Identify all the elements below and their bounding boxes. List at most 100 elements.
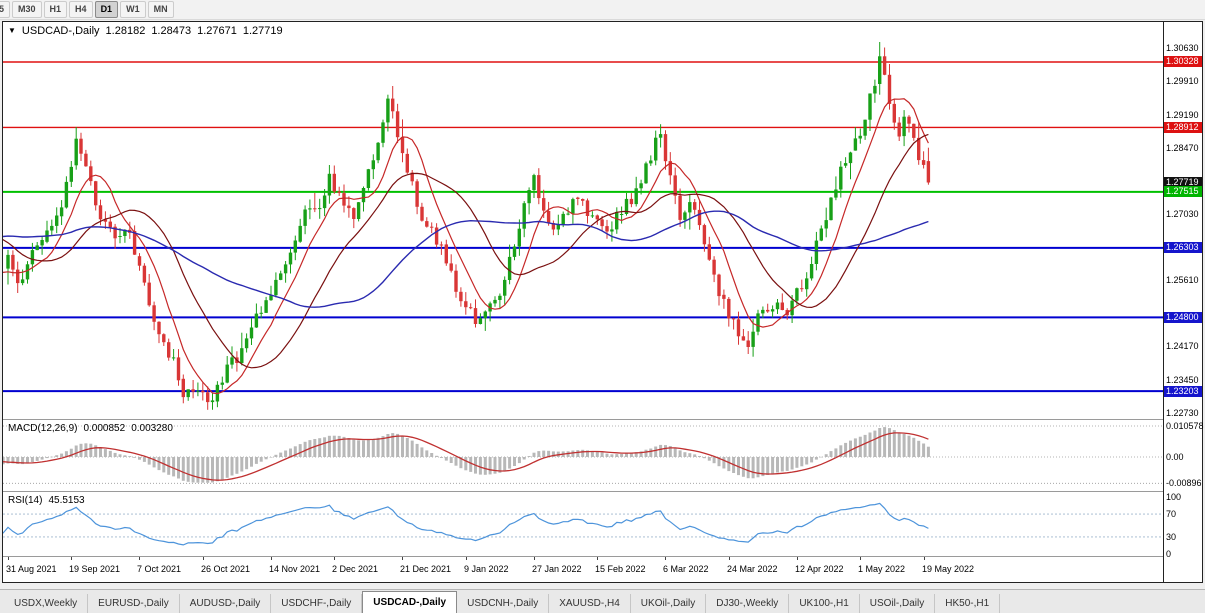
chart-tab-audusd-daily[interactable]: AUDUSD-,Daily: [180, 594, 272, 613]
date-axis-label: 9 Jan 2022: [464, 564, 509, 574]
chart-dropdown-icon: ▼: [8, 26, 16, 35]
chart-tab-usdx-weekly[interactable]: USDX,Weekly: [4, 594, 89, 613]
chart-tab-usdchf-daily[interactable]: USDCHF-,Daily: [271, 594, 363, 613]
rsi-axis-label: 0: [1166, 549, 1172, 559]
price-level-badge: 1.24800: [1164, 312, 1202, 323]
date-axis-label: 15 Feb 2022: [595, 564, 646, 574]
rsi-title: RSI(14) 45.5153: [8, 495, 85, 506]
macd-canvas[interactable]: [3, 420, 1163, 491]
price-axis-label: 1.27030: [1166, 209, 1199, 219]
chart-tab-usoil-daily[interactable]: USOil-,Daily: [860, 594, 936, 613]
timeframe-button-mn[interactable]: MN: [147, 1, 174, 18]
timeframe-button-5[interactable]: 5: [0, 1, 11, 18]
price-level-badge: 1.28912: [1164, 122, 1202, 133]
chart-symbol-label: USDCAD-,Daily: [21, 25, 100, 37]
price-axis-label: 1.22730: [1166, 408, 1199, 418]
date-axis-label: 14 Nov 2021: [269, 564, 321, 574]
date-tick: [271, 557, 272, 560]
macd-axis-label: 0.00: [1166, 452, 1184, 462]
macd-signal-line: [3, 432, 929, 481]
date-tick: [71, 557, 72, 560]
date-axis[interactable]: 31 Aug 2021 19 Sep 2021 7 Oct 2021 26 Oct 2…: [3, 557, 1163, 581]
date-tick: [466, 557, 467, 560]
date-tick: [860, 557, 861, 560]
chart-tab-usdcnh-daily[interactable]: USDCNH-,Daily: [457, 594, 550, 613]
date-tick: [597, 557, 598, 560]
date-tick: [729, 557, 730, 560]
chart-panes: ▼ USDCAD-,Daily 1.28182 1.28473 1.27671 …: [3, 22, 1163, 582]
date-axis-label: 2 Dec 2021: [332, 564, 379, 574]
ohlc-close: 1.27719: [242, 25, 283, 37]
ohlc-low: 1.27671: [197, 25, 237, 37]
date-axis-label: 1 May 2022: [858, 564, 906, 574]
chart-tab-ukoil-daily[interactable]: UKOil-,Daily: [631, 594, 707, 613]
date-tick: [8, 557, 9, 560]
timeframe-button-w1[interactable]: W1: [120, 1, 146, 18]
candlesticks: [6, 42, 931, 410]
macd-pane[interactable]: MACD(12,26,9) 0.000852 0.003280: [3, 420, 1163, 492]
moving-average-lines: [3, 98, 929, 395]
chart-tab-bar: USDX,Weekly EURUSD-,Daily AUDUSD-,Daily USD…: [0, 589, 1205, 613]
price-level-badge: 1.26303: [1164, 242, 1202, 253]
chart-tab-xauusd-h4[interactable]: XAUUSD-,H4: [549, 594, 631, 613]
chart-title: ▼ USDCAD-,Daily 1.28182 1.28473 1.27671 …: [8, 25, 283, 37]
rsi-label: RSI(14): [8, 495, 43, 506]
rsi-axis-label: 30: [1166, 532, 1177, 542]
rsi-value: 45.5153: [48, 495, 85, 506]
chart-window: ▼ USDCAD-,Daily 1.28182 1.28473 1.27671 …: [2, 21, 1204, 583]
price-chart-canvas[interactable]: [3, 22, 1163, 419]
chart-tab-usdcad-daily[interactable]: USDCAD-,Daily: [362, 591, 458, 613]
date-tick: [334, 557, 335, 560]
date-axis-label: 27 Jan 2022: [532, 564, 582, 574]
price-axis-label: 1.25610: [1166, 275, 1199, 285]
price-axis[interactable]: 1.30630 1.29910 1.29190 1.28470 1.27030 1.256…: [1163, 22, 1204, 582]
date-tick: [402, 557, 403, 560]
rsi-canvas[interactable]: [3, 492, 1163, 556]
date-tick: [139, 557, 140, 560]
price-level-badge: 1.27719: [1164, 177, 1202, 188]
rsi-axis-label: 100: [1166, 492, 1182, 502]
chart-tab-uk100-h1[interactable]: UK100-,H1: [789, 594, 860, 613]
ohlc-high: 1.28473: [151, 25, 192, 37]
price-level-badge: 1.23203: [1164, 386, 1202, 397]
date-tick: [534, 557, 535, 560]
date-tick: [924, 557, 925, 560]
date-axis-label: 24 Mar 2022: [727, 564, 778, 574]
price-axis-label: 1.29190: [1166, 110, 1199, 120]
date-axis-label: 19 Sep 2021: [69, 564, 121, 574]
timeframe-button-h1[interactable]: H1: [43, 1, 68, 18]
timeframe-button-h4[interactable]: H4: [69, 1, 93, 18]
timeframe-toolbar: 5M30H1H4D1W1MN: [0, 0, 1205, 20]
macd-main-value: 0.000852: [83, 423, 126, 434]
date-axis-label: 19 May 2022: [922, 564, 975, 574]
price-level-badge: 1.30328: [1164, 56, 1202, 67]
price-axis-label: 1.28470: [1166, 143, 1199, 153]
date-tick: [203, 557, 204, 560]
price-axis-label: 1.24170: [1166, 341, 1199, 351]
chart-tab-eurusd-daily[interactable]: EURUSD-,Daily: [88, 594, 180, 613]
ohlc-open: 1.28182: [105, 25, 146, 37]
rsi-line: [3, 502, 929, 546]
date-axis-label: 31 Aug 2021: [6, 564, 57, 574]
price-pane[interactable]: ▼ USDCAD-,Daily 1.28182 1.28473 1.27671 …: [3, 22, 1163, 420]
date-axis-label: 7 Oct 2021: [137, 564, 182, 574]
date-tick: [797, 557, 798, 560]
price-axis-label: 1.23450: [1166, 375, 1199, 385]
horizontal-level-lines: [3, 61, 1163, 393]
rsi-axis-label: 70: [1166, 509, 1177, 519]
timeframe-button-d1[interactable]: D1: [94, 1, 119, 18]
rsi-pane[interactable]: RSI(14) 45.5153: [3, 492, 1163, 557]
price-axis-label: 1.29910: [1166, 76, 1199, 86]
macd-axis-label: -0.00896: [1166, 478, 1202, 488]
macd-title: MACD(12,26,9) 0.000852 0.003280: [8, 423, 173, 434]
chart-tab-dj30-weekly[interactable]: DJ30-,Weekly: [706, 594, 790, 613]
macd-signal-value: 0.003280: [131, 423, 173, 434]
date-axis-label: 6 Mar 2022: [663, 564, 709, 574]
price-axis-label: 1.30630: [1166, 43, 1199, 53]
timeframe-button-m30[interactable]: M30: [12, 1, 42, 18]
chart-tab-hk50-h1[interactable]: HK50-,H1: [935, 594, 1001, 613]
rsi-level-lines: [3, 513, 1163, 538]
date-tick: [665, 557, 666, 560]
macd-axis-label: 0.010578: [1166, 421, 1204, 431]
date-axis-label: 26 Oct 2021: [201, 564, 251, 574]
